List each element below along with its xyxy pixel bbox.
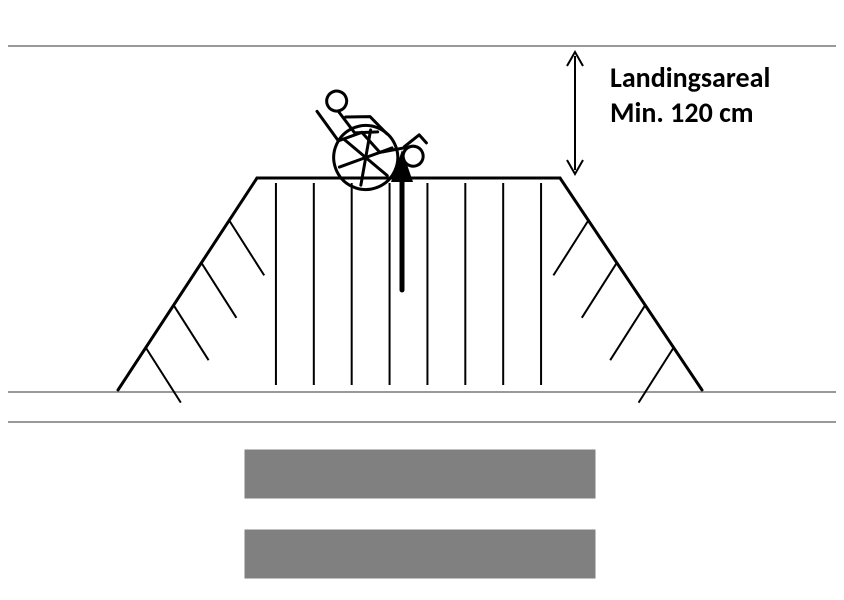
label-line2: Min. 120 cm [610,95,754,130]
diagram-canvas: Landingsareal Min. 120 cm [0,0,844,600]
label-line1: Landingsareal [610,60,770,95]
dimension-label: Landingsareal Min. 120 cm [610,60,770,130]
